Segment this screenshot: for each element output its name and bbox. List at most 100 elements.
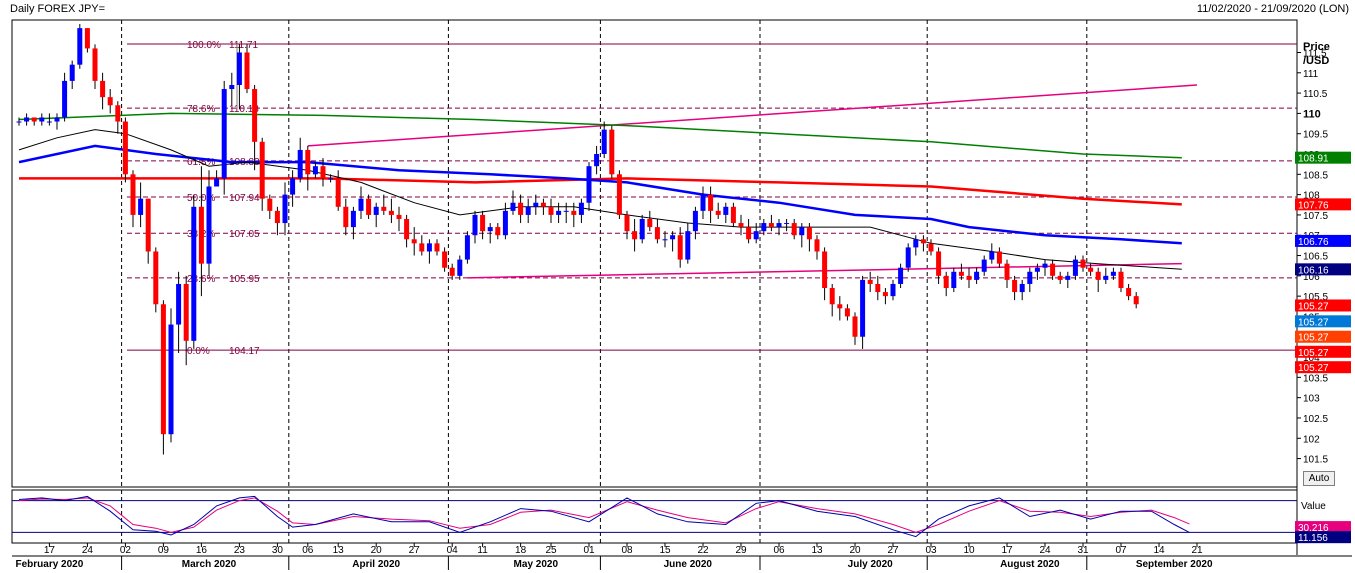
candle-body (647, 218, 653, 228)
fib-level-pct: 78.6% (187, 104, 215, 115)
oscillator-plot-frame (11, 489, 1298, 544)
candle-body (31, 117, 37, 122)
candle-body (305, 149, 311, 175)
y-tick-label: 106.5 (1303, 252, 1328, 263)
y-tick-label: 103 (1303, 394, 1320, 405)
candle-body (335, 178, 341, 207)
auto-scale-button[interactable]: Auto (1303, 471, 1335, 486)
candle-body (548, 206, 554, 215)
candle-body (198, 206, 204, 264)
price-tag-label: 108.91 (1298, 154, 1329, 165)
oscillator-axis-title: Value (1301, 501, 1326, 512)
candle-body (328, 178, 334, 180)
y-tick-label: 110 (1303, 108, 1321, 120)
candle-body (350, 210, 356, 228)
candle-body (84, 28, 90, 49)
candle-body (905, 247, 911, 268)
candle-body (540, 202, 546, 207)
candle-body (829, 288, 835, 305)
x-tick-label: 22 (697, 545, 709, 556)
fib-level-pct: 0.0% (187, 346, 210, 357)
price-tag (1295, 198, 1351, 211)
y-tick-label: 103.5 (1303, 373, 1328, 384)
moving-average-red (19, 177, 1182, 206)
fib-level-pct: 100.0% (187, 40, 221, 51)
candle-body (1004, 263, 1010, 280)
candle-body (654, 227, 660, 240)
candle-body (692, 210, 698, 232)
candle-body (1042, 263, 1048, 268)
candle-body (1103, 275, 1109, 280)
oscillator-tag-label: 11.156 (1298, 533, 1328, 544)
candle-body (723, 206, 729, 215)
candle-body (639, 218, 645, 240)
candle-body (616, 174, 622, 215)
x-tick-label: 31 (1077, 545, 1089, 556)
candle-body (609, 129, 615, 175)
candle-body (1019, 283, 1025, 293)
candle-body (145, 198, 151, 252)
candle-body (799, 227, 805, 236)
oscillator-tag-label: 30.216 (1298, 523, 1329, 534)
candle-body (69, 64, 75, 81)
candle-body (236, 52, 242, 85)
price-tag-label: 105.27 (1298, 363, 1329, 374)
oscillator-tag (1295, 521, 1351, 534)
candle-body (290, 178, 296, 195)
y-tick-label: 107.5 (1303, 211, 1328, 222)
candle-body (274, 210, 280, 224)
candle-body (206, 186, 212, 264)
candle-body (525, 206, 531, 215)
candle-body (586, 166, 592, 203)
candle-body (62, 80, 68, 118)
candle-body (457, 259, 463, 276)
candle-body (24, 117, 30, 122)
candle-body (366, 198, 372, 215)
candle-body (837, 304, 843, 309)
candle-body (358, 198, 364, 211)
candle-body (738, 223, 744, 228)
x-tick-label: 24 (1039, 545, 1051, 556)
candle-body (312, 166, 318, 175)
price-tag-label: 105.27 (1298, 317, 1329, 328)
x-tick-label: 15 (659, 545, 671, 556)
candle-body (221, 89, 227, 179)
candle-body (867, 279, 873, 284)
candle-body (852, 316, 858, 337)
oscillator-tag (1295, 531, 1351, 544)
x-tick-label: 27 (887, 545, 899, 556)
candle-body (882, 292, 888, 297)
month-label: March 2020 (182, 559, 237, 570)
x-tick-label: 21 (1191, 545, 1203, 556)
candle-body (176, 283, 182, 325)
chart-title: Daily FOREX JPY= (10, 3, 106, 15)
candle-body (244, 52, 250, 90)
x-tick-label: 04 (447, 545, 459, 556)
candle-body (928, 243, 934, 252)
candle-body (77, 28, 83, 65)
candle-body (464, 235, 470, 260)
candle-body (814, 239, 820, 252)
candle-body (936, 251, 942, 276)
month-label: February 2020 (15, 559, 83, 570)
candle-body (632, 231, 638, 240)
candle-body (16, 121, 22, 123)
y-tick-label: 111 (1303, 69, 1319, 80)
x-tick-label: 13 (333, 545, 345, 556)
month-label: August 2020 (1000, 559, 1060, 570)
price-tag (1295, 234, 1351, 247)
price-tag (1295, 299, 1351, 312)
price-tag-label: 106.76 (1298, 237, 1329, 248)
candle-body (601, 129, 607, 155)
x-tick-label: 27 (409, 545, 421, 556)
candle-body (107, 97, 113, 106)
candle-body (1057, 275, 1063, 280)
candle-body (594, 154, 600, 167)
candle-body (1072, 259, 1078, 276)
candle-body (1126, 288, 1132, 297)
candle-body (1012, 279, 1018, 293)
candle-body (100, 80, 106, 98)
candle-body (571, 210, 577, 215)
x-tick-label: 08 (621, 545, 633, 556)
